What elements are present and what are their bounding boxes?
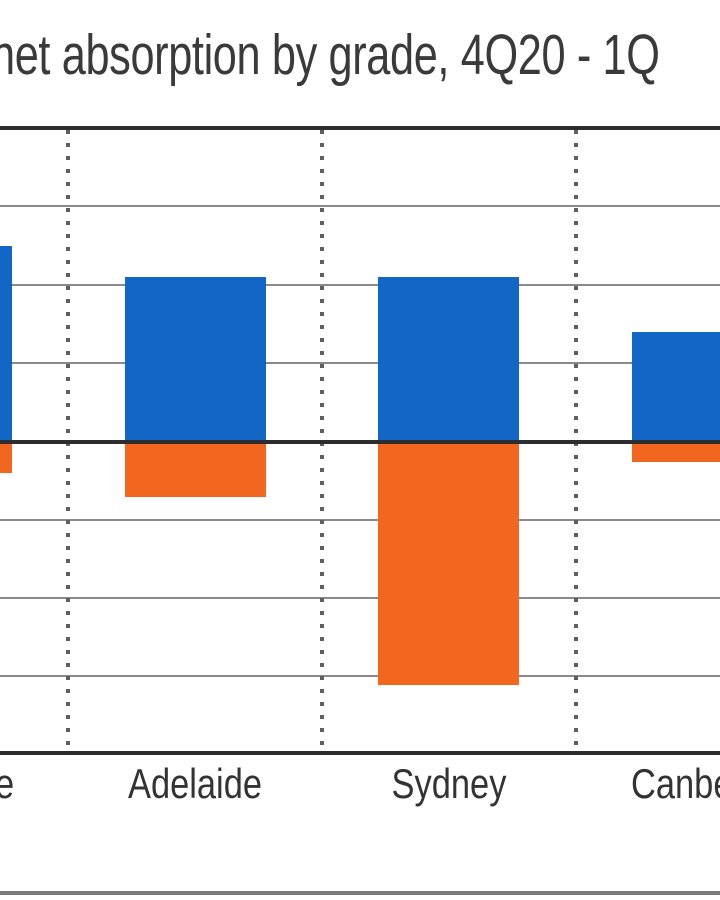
chart-title: net absorption by grade, 4Q20 - 1Q (0, 23, 660, 87)
bar-orange-0 (0, 442, 12, 474)
x-axis-label: Canbe (631, 760, 720, 807)
bar-blue-2 (378, 277, 519, 442)
gridline (0, 284, 720, 286)
bar-orange-1 (124, 442, 266, 497)
bar-blue-1 (124, 277, 266, 442)
x-axis-label: e (0, 763, 14, 805)
zero-baseline (0, 440, 720, 444)
bar-blue-3 (631, 332, 720, 442)
gridline (0, 675, 720, 677)
footer-divider-line (0, 891, 720, 895)
gridline (0, 362, 720, 364)
gridline (0, 597, 720, 599)
x-axis-line (0, 751, 720, 755)
gridline (0, 205, 720, 207)
gridline (0, 519, 720, 521)
bar-orange-2 (378, 442, 519, 686)
bar-blue-0 (0, 246, 12, 442)
bar-orange-3 (631, 442, 720, 463)
plot-top-border (0, 126, 720, 130)
x-axis-label: Sydney (391, 760, 507, 807)
x-axis-label: Adelaide (127, 760, 263, 807)
